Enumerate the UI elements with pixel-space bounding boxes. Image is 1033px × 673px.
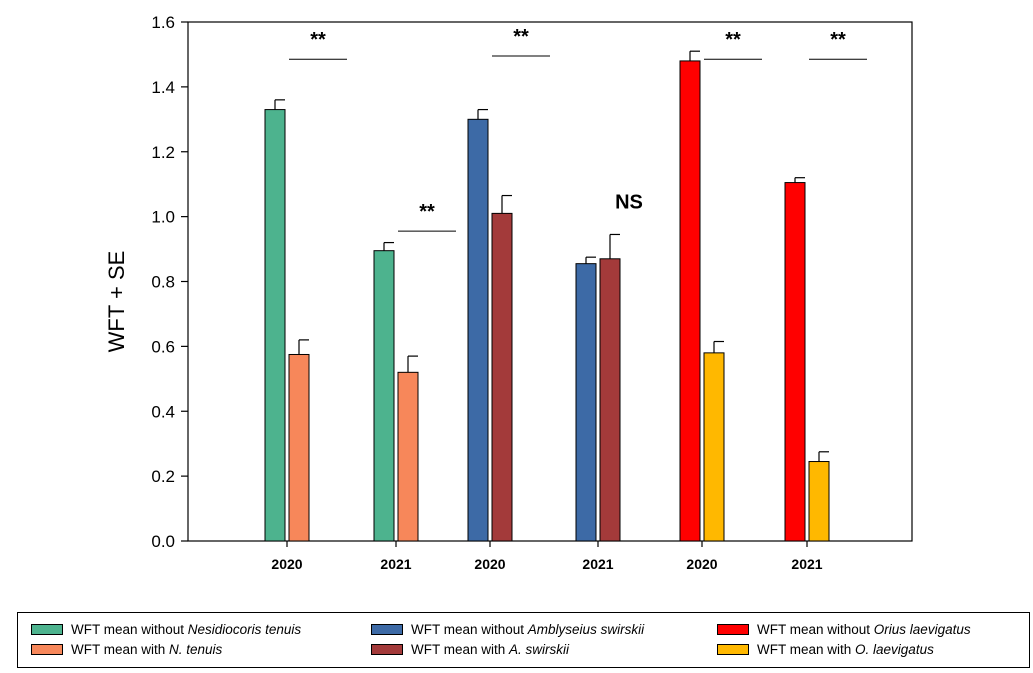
legend-label: WFT mean without xyxy=(71,622,188,637)
significance-label: ** xyxy=(513,26,529,48)
chart-legend: WFT mean without Nesidiocoris tenuis WFT… xyxy=(17,612,1030,668)
legend-item: WFT mean without Nesidiocoris tenuis xyxy=(31,622,301,637)
bar xyxy=(599,258,621,542)
legend-item: WFT mean with N. tenuis xyxy=(31,642,222,657)
bar xyxy=(808,461,830,542)
legend-item: WFT mean with O. laevigatus xyxy=(717,642,934,657)
bar xyxy=(264,109,286,542)
bar xyxy=(491,212,513,542)
significance-markers: ** ** ** NS ** ** xyxy=(289,26,867,232)
legend-item: WFT mean with A. swirskii xyxy=(371,642,569,657)
y-tick-label: 0.6 xyxy=(151,337,175,356)
significance-label: ** xyxy=(310,29,326,51)
y-tick-label: 1.2 xyxy=(151,143,175,162)
bar xyxy=(575,263,597,542)
bar xyxy=(467,118,489,542)
legend-label-species: A. swirskii xyxy=(509,642,570,657)
bar xyxy=(784,182,806,542)
legend-label-species: Orius laevigatus xyxy=(873,622,971,637)
legend-label: WFT mean without xyxy=(411,622,528,637)
x-tick-label: 2020 xyxy=(271,556,302,572)
y-tick-label: 0.0 xyxy=(151,532,175,551)
legend-label-species: Nesidiocoris tenuis xyxy=(187,622,302,637)
y-tick-label: 0.8 xyxy=(151,273,175,292)
y-tick-label: 1.0 xyxy=(151,208,175,227)
bar xyxy=(397,371,419,542)
bar xyxy=(373,250,395,542)
significance-label: NS xyxy=(615,191,643,213)
x-tick-label: 2021 xyxy=(582,556,613,572)
x-tick-label: 2021 xyxy=(791,556,822,572)
bar xyxy=(679,60,701,542)
chart-axes: 0.0 0.2 0.4 0.6 0.8 1.0 1.2 1.4 1.6 WFT + SE 2020 2… xyxy=(104,13,913,572)
x-tick-label: 2020 xyxy=(686,556,717,572)
legend-label-species: Amblyseius swirskii xyxy=(527,622,645,637)
legend-swatch xyxy=(31,644,63,655)
legend-swatch xyxy=(717,644,749,655)
bar xyxy=(703,352,725,542)
significance-label: ** xyxy=(419,201,435,223)
x-tick-label: 2020 xyxy=(474,556,505,572)
legend-label-species: N. tenuis xyxy=(169,642,223,657)
y-tick-label: 1.4 xyxy=(151,78,175,97)
legend-label: WFT mean with xyxy=(71,642,170,657)
y-axis-label: WFT + SE xyxy=(104,251,129,353)
legend-item: WFT mean without Amblyseius swirskii xyxy=(371,622,644,637)
significance-label: ** xyxy=(725,29,741,51)
y-tick-label: 0.4 xyxy=(151,402,175,421)
y-tick-label: 0.2 xyxy=(151,467,175,486)
legend-swatch xyxy=(31,624,63,635)
legend-label: WFT mean without xyxy=(757,622,874,637)
legend-swatch xyxy=(371,644,403,655)
bar xyxy=(288,353,310,542)
legend-item: WFT mean without Orius laevigatus xyxy=(717,622,971,637)
y-tick-label: 1.6 xyxy=(151,13,175,32)
legend-label: WFT mean with xyxy=(411,642,510,657)
significance-label: ** xyxy=(830,29,846,51)
chart-bars xyxy=(264,50,830,542)
legend-swatch xyxy=(371,624,403,635)
x-tick-label: 2021 xyxy=(380,556,411,572)
bar-chart: 0.0 0.2 0.4 0.6 0.8 1.0 1.2 1.4 1.6 WFT + SE 2020 2… xyxy=(104,13,913,572)
legend-label-species: O. laevigatus xyxy=(855,642,934,657)
legend-swatch xyxy=(717,624,749,635)
legend-label: WFT mean with xyxy=(757,642,856,657)
